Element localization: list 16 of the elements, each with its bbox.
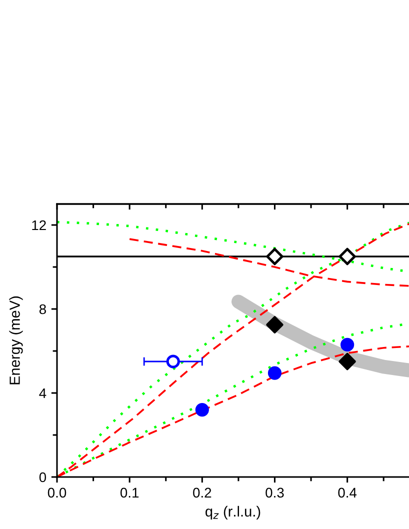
x-tick-label: 0.1 [120,488,139,498]
point [266,248,284,266]
x-tick-label: 0.3 [266,488,284,498]
x-tick-label: 0.2 [193,488,212,498]
point [266,316,284,334]
x-tick-label: 0.4 [338,488,357,498]
x-axis-title: q$_{z}$ (r.l.u.) [206,506,260,520]
point [338,248,356,266]
y-axis-title: Energy (meV) [9,296,23,384]
y-tick-label: 12 [32,220,46,230]
x-tick-label: 0.0 [48,488,66,498]
point [338,352,356,370]
y-tick-label: 0 [39,472,46,482]
point [166,354,180,368]
y-tick-label: 4 [39,388,46,398]
y-tick-label: 8 [39,304,46,314]
